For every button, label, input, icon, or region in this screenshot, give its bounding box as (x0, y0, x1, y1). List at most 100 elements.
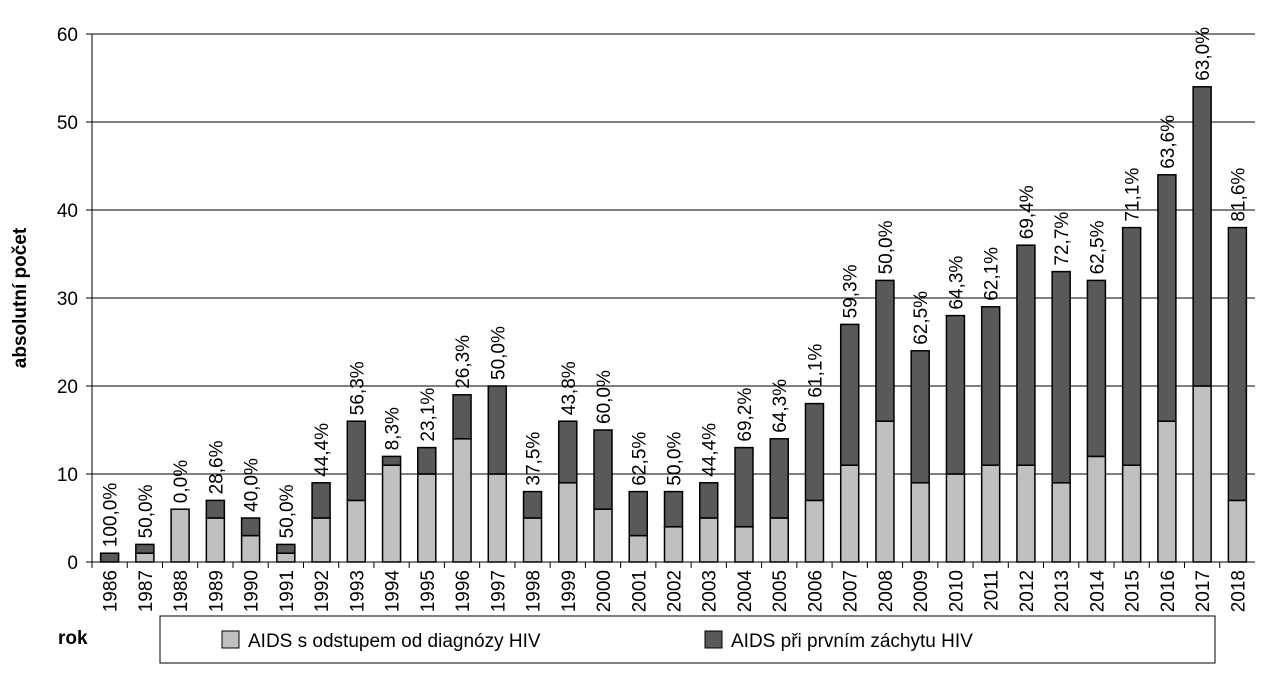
bar-label: 71,1% (1123, 168, 1144, 222)
legend-swatch (221, 630, 240, 649)
bar-segment (346, 420, 367, 502)
bar-segment (1192, 385, 1212, 563)
x-tick-label: 1991 (277, 570, 298, 612)
bar-label: 100,0% (101, 483, 122, 548)
bar-segment (980, 306, 1001, 466)
x-tick-label: 2010 (946, 570, 967, 612)
x-tick-label: 1993 (347, 570, 368, 612)
bar-label: 50,0% (488, 326, 509, 380)
x-tick-label: 1998 (524, 570, 545, 612)
x-tick-label: 2014 (1087, 570, 1108, 613)
x-tick-label: 2017 (1193, 570, 1214, 612)
x-tick-label: 2011 (982, 570, 1003, 611)
legend (159, 615, 1216, 664)
bar-label: 60,0% (594, 370, 615, 424)
bar-label: 50,0% (277, 484, 298, 538)
x-tick-label: 2001 (629, 570, 650, 612)
x-tick-label: 2013 (1052, 570, 1073, 612)
x-tick-label: 1992 (312, 570, 333, 612)
bar-segment (311, 517, 331, 563)
bar-label: 64,3% (946, 256, 967, 310)
bar-segment (1227, 226, 1248, 502)
bar-label: 0,0% (171, 460, 192, 503)
bar-segment (875, 420, 895, 563)
x-tick-label: 2015 (1123, 570, 1144, 612)
bar-segment (452, 394, 472, 440)
bar-segment (135, 543, 155, 554)
bar-segment (698, 517, 719, 563)
bar-label: 72,7% (1052, 212, 1073, 266)
bar-segment (1157, 420, 1177, 563)
bar-label: 50,0% (876, 220, 897, 274)
x-tick-label: 1986 (101, 570, 122, 612)
bar-segment (522, 490, 543, 519)
bar-segment (663, 490, 684, 528)
x-tick-label: 1994 (383, 570, 404, 613)
bar-label: 26,3% (453, 335, 474, 389)
bar-segment (522, 517, 543, 563)
bar-label: 56,3% (347, 361, 368, 415)
bar-segment (734, 446, 754, 528)
x-tick-label: 2008 (876, 570, 897, 612)
bar-label: 37,5% (524, 432, 545, 486)
bar-segment (1051, 270, 1071, 484)
bar-segment (381, 455, 402, 466)
bar-label: 64,3% (770, 379, 791, 433)
y-tick-label: 40 (57, 201, 78, 222)
bar-segment (276, 543, 296, 554)
bar-segment (1051, 482, 1071, 563)
bar-segment (1227, 499, 1248, 563)
x-tick-label: 2005 (770, 570, 791, 612)
bar-segment (205, 517, 226, 563)
bar-segment (734, 526, 754, 563)
bar-segment (628, 490, 649, 537)
x-tick-label: 1995 (418, 570, 439, 612)
x-tick-label: 1999 (559, 570, 580, 612)
bar-label: 62,5% (629, 432, 650, 486)
bar-segment (1121, 464, 1142, 563)
bar-segment (663, 526, 684, 563)
bar-segment (910, 350, 930, 484)
bar-segment (346, 499, 367, 563)
x-tick-label: 1989 (206, 570, 227, 612)
bar-segment (417, 473, 437, 563)
bar-segment (1192, 86, 1212, 387)
y-tick-label: 30 (57, 289, 78, 310)
bar-segment (910, 482, 930, 563)
bar-segment (487, 385, 508, 475)
bar-segment (1016, 244, 1036, 466)
bar-label: 69,4% (1017, 185, 1038, 239)
bar-label: 50,0% (665, 432, 686, 486)
bar-segment (769, 517, 789, 563)
x-tick-label: 1988 (171, 570, 192, 612)
y-tick-label: 0 (67, 553, 78, 574)
bar-segment (240, 534, 261, 563)
bar-label: 62,1% (982, 247, 1003, 301)
bar-label: 81,6% (1228, 168, 1249, 222)
bar-segment (135, 552, 155, 563)
bar-segment (945, 314, 966, 475)
bar-label: 59,3% (841, 264, 862, 318)
legend-label: AIDS s odstupem od diagnózy HIV (248, 631, 541, 652)
x-tick-label: 2016 (1158, 570, 1179, 612)
y-tick-label: 10 (57, 465, 78, 486)
x-tick-label: 1987 (136, 570, 157, 612)
bar-segment (875, 279, 895, 422)
bar-label: 69,2% (735, 388, 756, 442)
bar-label: 50,0% (136, 484, 157, 538)
x-tick-label: 2004 (735, 570, 756, 613)
bar-segment (593, 429, 613, 510)
bar-segment (558, 482, 578, 563)
bar-segment (381, 464, 402, 563)
bar-segment (769, 438, 789, 519)
x-tick-label: 2018 (1228, 570, 1249, 612)
bar-label: 62,5% (1087, 220, 1108, 274)
x-tick-label: 2002 (665, 570, 686, 612)
bar-label: 44,4% (312, 423, 333, 477)
bar-label: 62,5% (911, 291, 932, 345)
bar-segment (804, 499, 825, 563)
bar-segment (417, 446, 437, 475)
bar-label: 43,8% (559, 361, 580, 415)
bar-segment (452, 438, 472, 563)
bar-segment (558, 420, 578, 484)
